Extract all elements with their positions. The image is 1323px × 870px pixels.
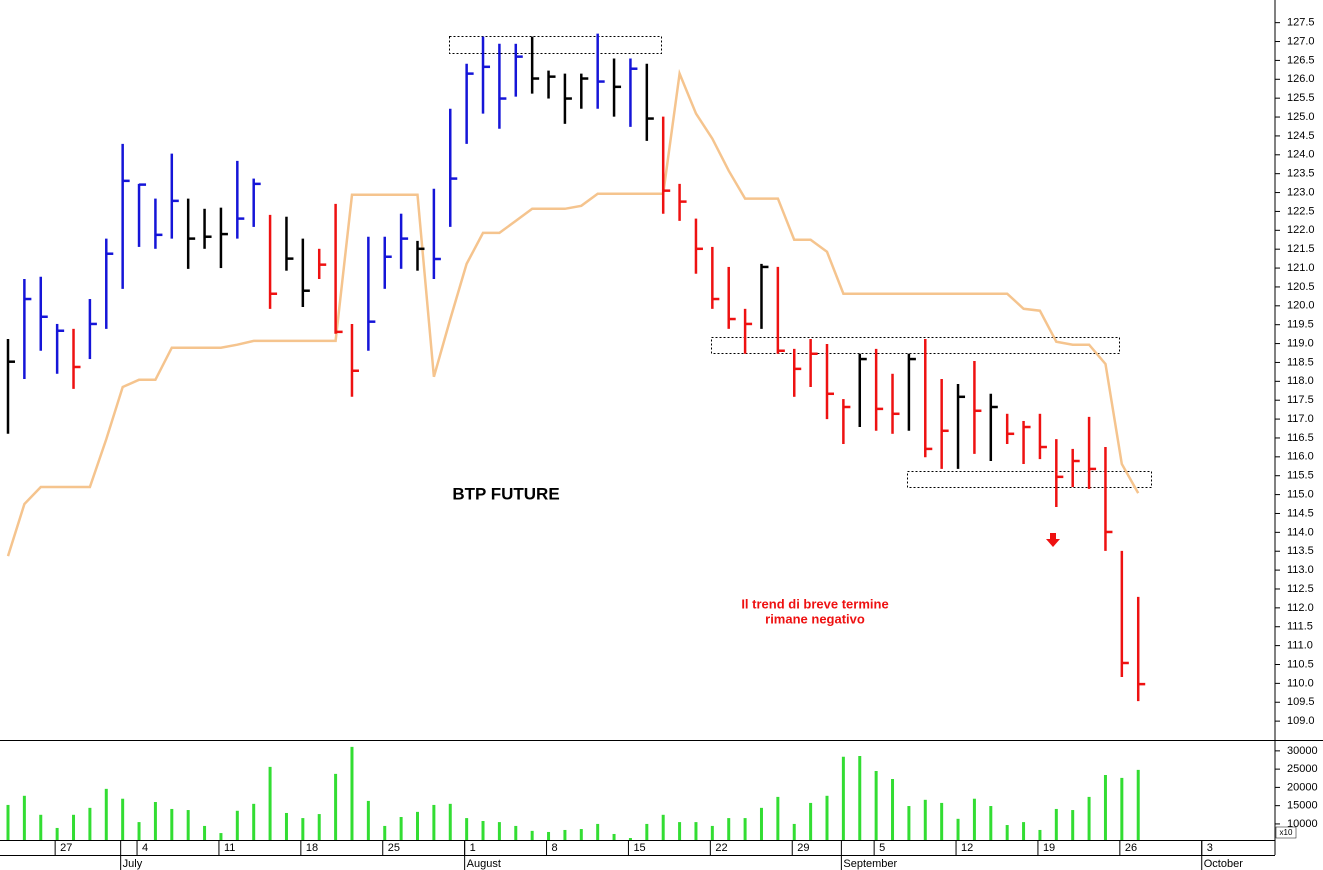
y2-tick-label: 30000: [1287, 745, 1318, 757]
y-tick-label: 113.0: [1287, 564, 1314, 576]
y-tick-label: 126.0: [1287, 73, 1315, 85]
y-tick-label: 125.0: [1287, 111, 1315, 123]
x-tick-label: 18: [306, 842, 318, 854]
trend-line: [6, 68, 1140, 557]
y-tick-label: 115.5: [1287, 470, 1314, 482]
y-tick-label: 110.5: [1287, 658, 1314, 670]
x-tick-label: 25: [388, 842, 400, 854]
y-tick-label: 117.5: [1287, 394, 1314, 406]
y-tick-label: 118.0: [1287, 375, 1314, 387]
y-tick-label: 122.0: [1287, 224, 1315, 236]
range-box: [711, 337, 1120, 354]
y-tick-label: 116.0: [1287, 451, 1314, 463]
y-tick-label: 117.0: [1287, 413, 1314, 425]
y-tick-label: 120.5: [1287, 281, 1315, 293]
chart-title: BTP FUTURE: [452, 484, 559, 503]
unit-box: [1275, 826, 1297, 839]
y-tick-label: 119.5: [1287, 319, 1314, 331]
y-tick-label: 109.5: [1287, 696, 1315, 708]
y-tick-label: 124.5: [1287, 130, 1315, 142]
y-tick-label: 121.0: [1287, 262, 1315, 274]
y-tick-label: 118.5: [1287, 356, 1314, 368]
y-tick-label: 113.5: [1287, 545, 1314, 557]
y-tick-label: 122.5: [1287, 205, 1315, 217]
y-tick-label: 127.5: [1287, 17, 1315, 29]
down-arrow: [1046, 533, 1060, 547]
x-tick-label: 11: [224, 842, 235, 854]
y-tick-label: 111.0: [1287, 640, 1313, 652]
y-tick-label: 127.0: [1287, 35, 1315, 47]
y-tick-label: 120.0: [1287, 300, 1315, 312]
y-tick-label: 111.5: [1287, 621, 1313, 633]
x-tick-label: 5: [879, 842, 885, 854]
y-tick-label: 116.5: [1287, 432, 1314, 444]
range-box: [907, 471, 1152, 488]
y-tick-label: 119.0: [1287, 337, 1314, 349]
y-tick-label: 109.0: [1287, 715, 1315, 727]
y-tick-label: 112.0: [1287, 602, 1314, 614]
annotation: Il trend di breve termine: [741, 596, 888, 611]
range-box: [449, 36, 662, 54]
y-tick-label: 110.0: [1287, 677, 1314, 689]
y2-tick-label: 25000: [1287, 763, 1318, 775]
x-tick-label: 3: [1207, 842, 1213, 854]
x-tick-label: 27: [60, 842, 72, 854]
month-label: September: [843, 858, 897, 870]
x-tick-label: 26: [1125, 842, 1137, 854]
month-label: August: [467, 858, 501, 870]
volume-unit: x10: [1280, 828, 1293, 837]
y-tick-label: 123.5: [1287, 168, 1315, 180]
y-tick-label: 126.5: [1287, 54, 1315, 66]
x-tick-label: 12: [961, 842, 973, 854]
y2-tick-label: 20000: [1287, 781, 1318, 793]
y-tick-label: 124.0: [1287, 149, 1315, 161]
y-tick-label: 121.5: [1287, 243, 1315, 255]
y2-tick-label: 15000: [1287, 800, 1318, 812]
y-tick-label: 125.5: [1287, 92, 1315, 104]
y-tick-label: 123.0: [1287, 186, 1315, 198]
annotation: rimane negativo: [765, 611, 865, 626]
x-tick-label: 4: [142, 842, 148, 854]
x-tick-label: 1: [470, 842, 476, 854]
y-tick-label: 114.5: [1287, 507, 1314, 519]
y-tick-label: 114.0: [1287, 526, 1314, 538]
x-tick-label: 22: [715, 842, 727, 854]
x-tick-label: 19: [1043, 842, 1055, 854]
x-tick-label: 29: [797, 842, 809, 854]
month-label: October: [1204, 858, 1243, 870]
y-tick-label: 112.5: [1287, 583, 1314, 595]
x-tick-label: 8: [552, 842, 558, 854]
month-label: July: [123, 858, 143, 870]
y2-tick-label: 10000: [1287, 818, 1318, 830]
y-tick-label: 115.0: [1287, 488, 1314, 500]
x-tick-label: 15: [633, 842, 645, 854]
